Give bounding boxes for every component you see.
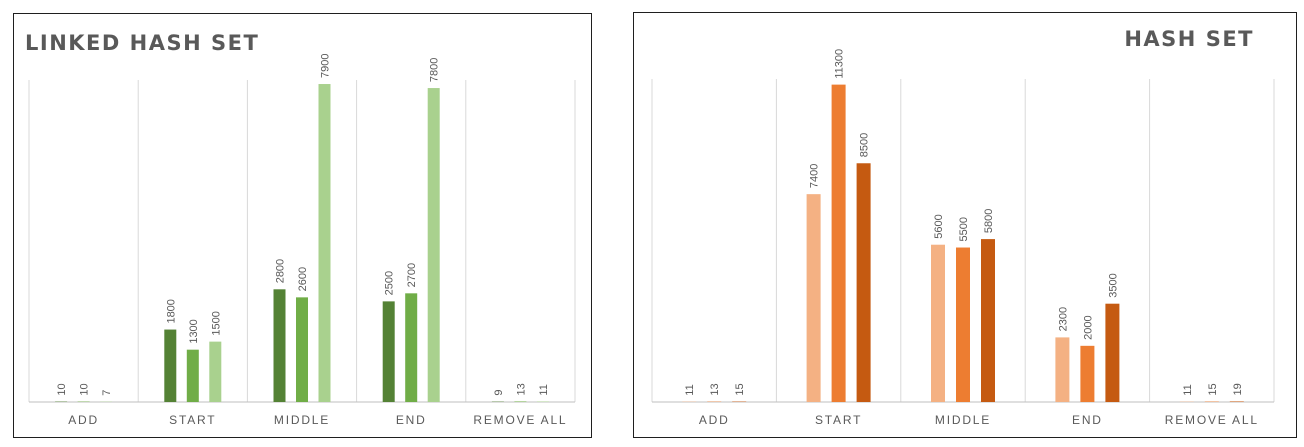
data-label: 3500: [1107, 273, 1119, 297]
bar: [318, 84, 331, 403]
bar: [382, 301, 395, 402]
bar: [956, 247, 970, 402]
data-label: 11: [538, 384, 550, 395]
data-label: 10: [79, 383, 91, 395]
bar: [164, 329, 177, 402]
bar: [427, 88, 440, 403]
data-label: 13: [709, 383, 721, 395]
bar: [1080, 345, 1095, 402]
data-label: 2300: [1057, 307, 1069, 331]
bar: [296, 297, 308, 402]
x-tick-label: ADD: [699, 413, 730, 427]
data-label: 2500: [384, 271, 396, 295]
x-tick-label: START: [169, 413, 216, 427]
data-label: 13: [515, 383, 527, 395]
chart-title: HASH SET: [1124, 27, 1254, 51]
bar: [514, 401, 527, 402]
data-label: 11: [1182, 384, 1194, 395]
bar: [831, 84, 846, 402]
bar: [405, 293, 418, 402]
data-label: 7900: [320, 54, 332, 78]
data-label: 2000: [1082, 315, 1094, 339]
data-label: 15: [1207, 383, 1219, 395]
x-tick-label: ADD: [68, 413, 99, 427]
data-label: 5500: [958, 217, 970, 241]
chart-title: LINKED HASH SET: [25, 31, 260, 55]
data-label: 11: [684, 384, 696, 395]
linked-hash-set-chart-panel: LINKED HASH SET 10 10 7 ADD 1800 1300 1500 STAR…: [13, 13, 592, 438]
data-label: 10: [56, 383, 68, 395]
bar: [1055, 337, 1070, 402]
data-label: 8500: [859, 133, 871, 157]
data-label: 11300: [834, 49, 846, 79]
x-tick-label: REMOVE ALL: [1165, 413, 1259, 427]
bar: [273, 289, 286, 402]
data-label: 5800: [983, 209, 995, 233]
data-label: 1500: [210, 311, 222, 335]
linked-hash-set-chart: 10 10 7 ADD 1800 1300 1500 START 2800 2600 7900 MID…: [28, 54, 576, 427]
bar: [981, 239, 995, 402]
data-label: 7800: [429, 58, 441, 82]
data-label: 1800: [165, 299, 177, 323]
data-label: 2800: [275, 259, 287, 283]
data-label: 15: [734, 383, 746, 395]
data-label: 7400: [809, 164, 821, 188]
data-label: 7: [101, 390, 113, 396]
bar: [1229, 401, 1244, 402]
bar: [186, 349, 199, 402]
x-tick-label: MIDDLE: [935, 413, 991, 427]
bar: [1105, 303, 1120, 402]
hash-set-chart: 11 13 15 ADD 7400 11300 8500 START 5600 5500 5800 M…: [651, 49, 1275, 427]
data-label: 5600: [933, 214, 945, 238]
x-tick-label: END: [396, 413, 427, 427]
x-tick-label: START: [815, 413, 862, 427]
bar: [806, 194, 821, 402]
bar: [856, 163, 871, 402]
x-tick-label: MIDDLE: [274, 413, 330, 427]
bar: [931, 244, 945, 402]
data-label: 19: [1232, 383, 1244, 395]
data-label: 1300: [188, 319, 200, 343]
x-tick-label: REMOVE ALL: [473, 413, 567, 427]
data-label: 9: [493, 390, 505, 396]
x-tick-label: END: [1072, 413, 1103, 427]
data-label: 2700: [406, 263, 418, 287]
data-label: 2600: [297, 267, 309, 291]
hash-set-chart-panel: HASH SET 11 13 15 ADD 7400 11300 8500 START 5600…: [633, 12, 1297, 438]
bar: [209, 341, 222, 402]
